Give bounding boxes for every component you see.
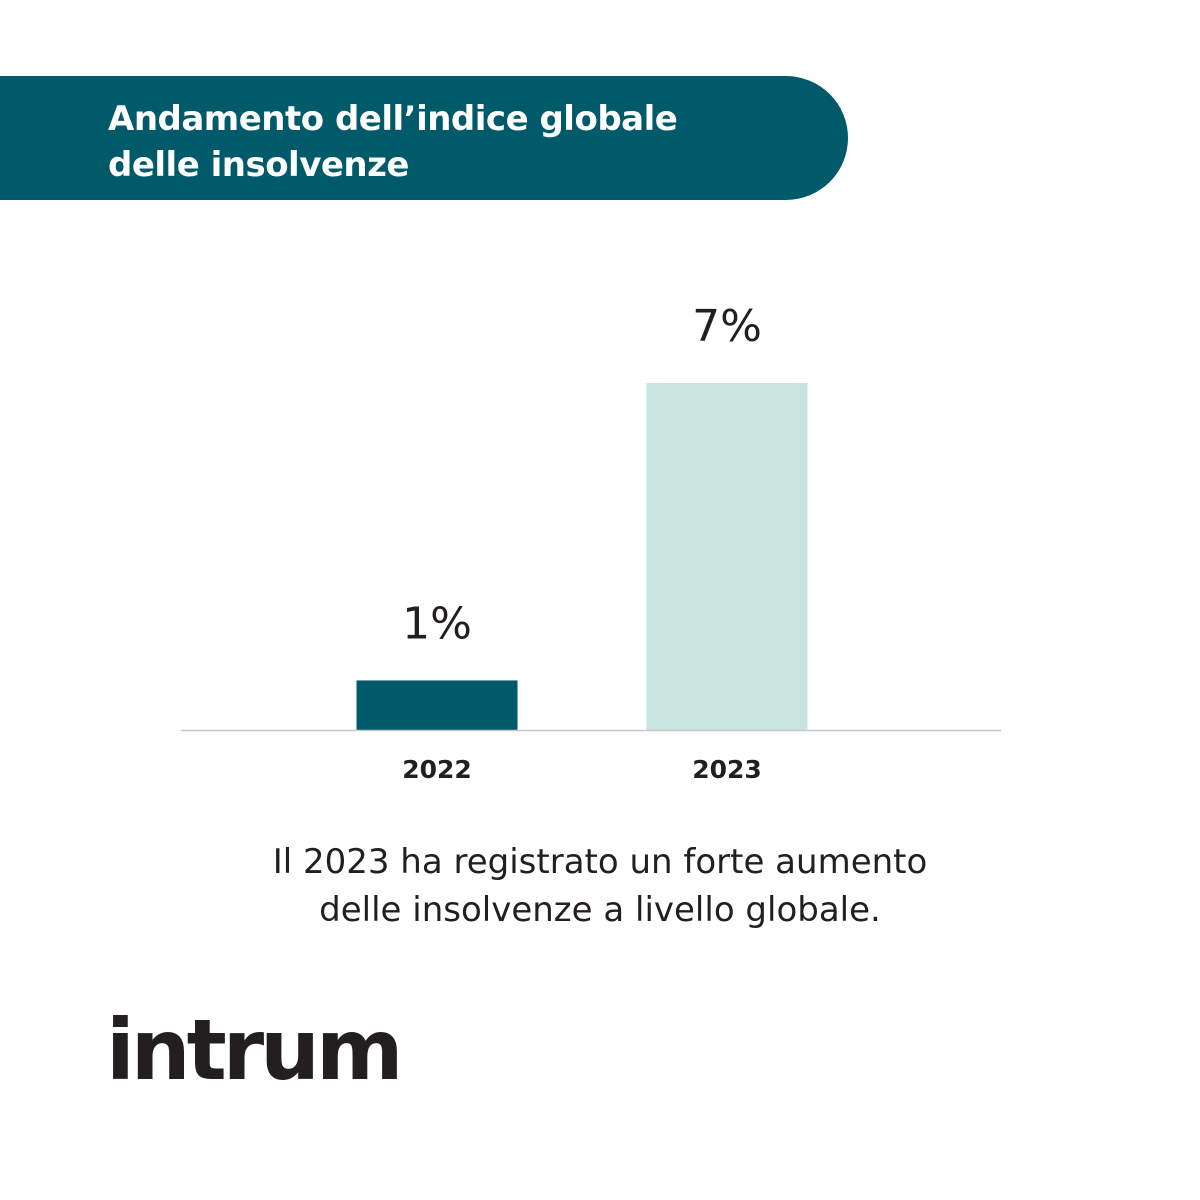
caption-line-2: delle insolvenze a livello globale. [319,890,881,930]
bar-2023 [646,383,808,730]
value-label-2023: 7% [692,301,762,352]
bar-chart: 1% 2022 7% 2023 [181,301,1001,784]
page-title: Andamento dell’indice globale delle inso… [108,96,828,188]
category-label-2022: 2022 [402,755,472,784]
title-line-2: delle insolvenze [108,145,410,185]
caption-line-1: Il 2023 ha registrato un forte aumento [272,842,928,882]
chart-caption: Il 2023 ha registrato un forte aumento d… [0,838,1200,934]
bar-2022 [356,680,518,730]
title-banner [0,76,848,200]
value-label-2022: 1% [402,598,472,649]
intrum-logo: intrum [106,1001,404,1099]
title-line-1: Andamento dell’indice globale [108,99,678,139]
category-label-2023: 2023 [692,755,762,784]
